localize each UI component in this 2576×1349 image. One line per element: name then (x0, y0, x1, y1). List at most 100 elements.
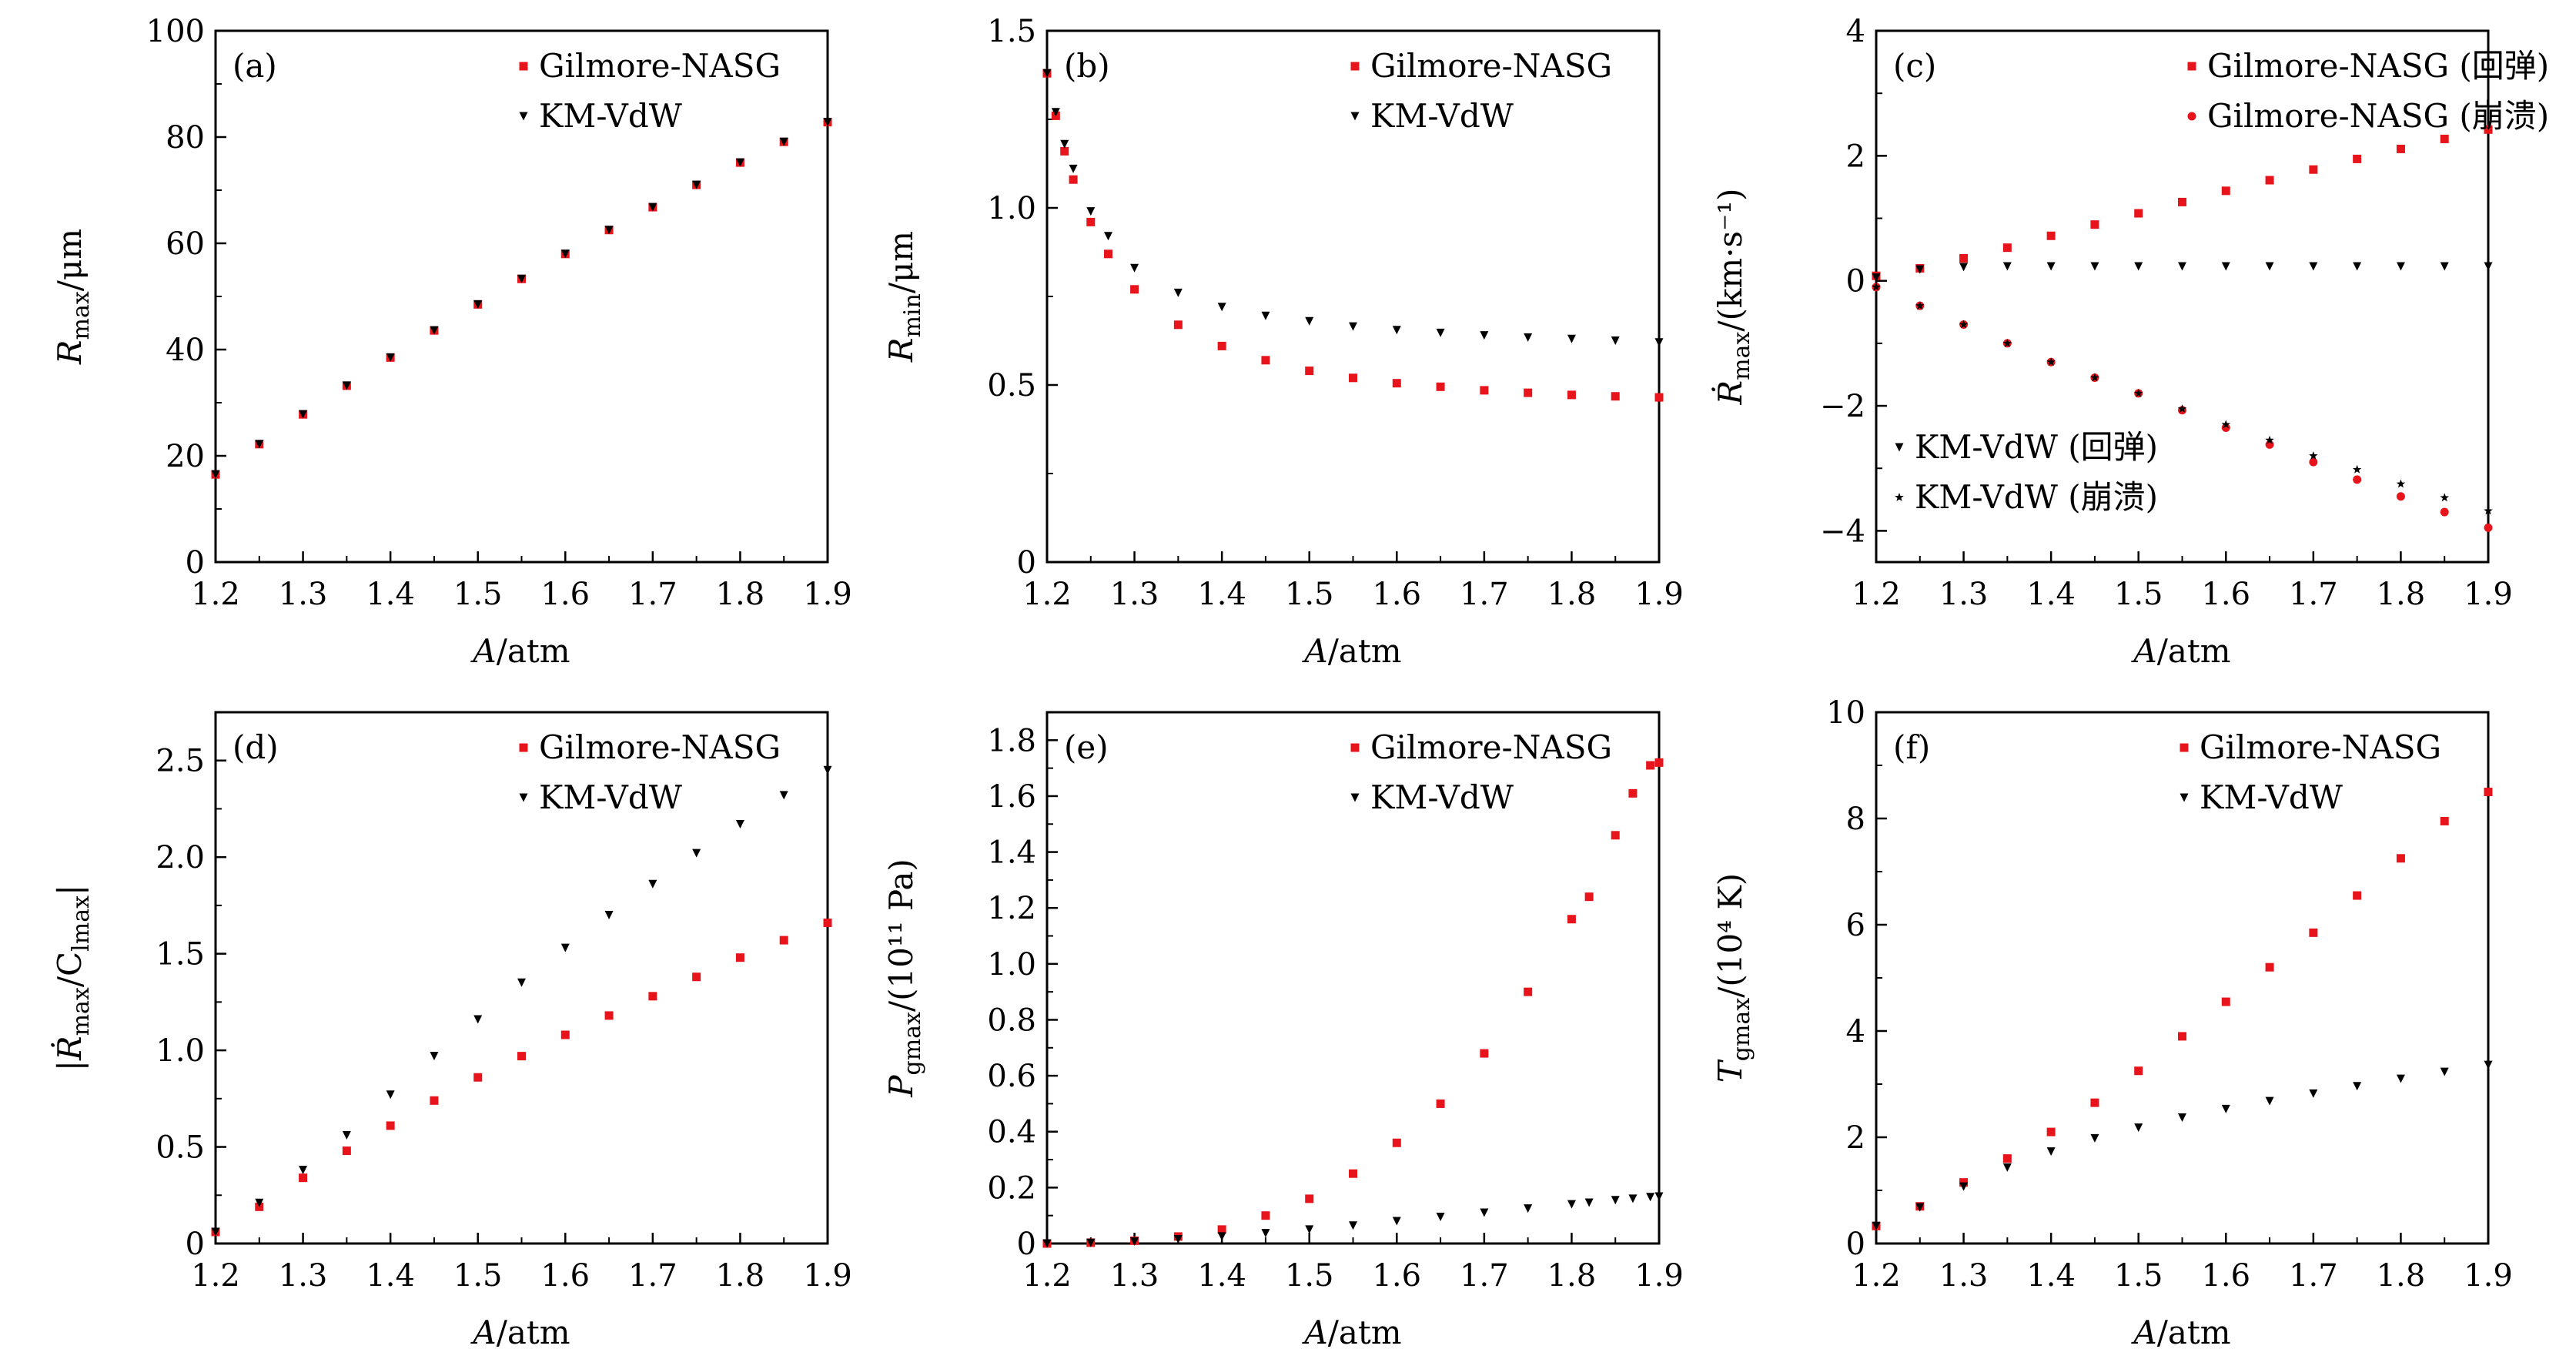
data-point (648, 203, 657, 212)
data-point (1480, 331, 1489, 340)
data-point (1086, 1238, 1096, 1247)
x-tick-label: 1.9 (2464, 577, 2513, 612)
data-point (2046, 262, 2056, 271)
data-point (1051, 108, 1060, 117)
x-tick-label: 1.5 (453, 577, 503, 612)
y-tick-label: 6 (1846, 908, 1865, 943)
data-point (1086, 217, 1096, 226)
data-point (299, 1166, 308, 1175)
data-point (342, 381, 351, 390)
y-tick-label: 0.4 (987, 1115, 1036, 1150)
data-point (255, 440, 264, 449)
data-point (2002, 1154, 2012, 1163)
y-axis-title: Pgmax/(10¹¹ Pa) (882, 859, 926, 1098)
data-point (517, 1052, 526, 1061)
series-km-vdw (1042, 69, 1664, 347)
chart-panel-e: 1.2 1.3 1.4 1.5 1.6 1.7 1.8 1.9 0 0.2 0.4 0.6 0.8 1.0… (882, 711, 1684, 1349)
data-point (648, 879, 657, 889)
data-point (2309, 1089, 2318, 1098)
data-point (430, 326, 439, 335)
panel-label: (d) (233, 728, 279, 766)
x-tick-label: 1.5 (453, 1258, 503, 1294)
data-point (1104, 232, 1112, 241)
data-point (1173, 320, 1183, 330)
data-point (1392, 1138, 1401, 1147)
x-tick-label: 1.7 (2289, 1258, 2338, 1294)
data-point (2134, 262, 2143, 271)
data-point (1611, 1196, 1620, 1205)
series-gilmore-nasg- (1872, 125, 2493, 280)
y-tick-label: 0.8 (987, 1003, 1036, 1038)
x-tick-label: 1.9 (803, 1258, 852, 1294)
series-gilmore-nasg (1042, 758, 1664, 1248)
x-tick-label: 1.8 (1547, 577, 1597, 612)
data-point (2396, 492, 2405, 501)
data-point (2484, 523, 2493, 532)
data-point (2309, 457, 2318, 467)
x-axis-title: A/atm (470, 1314, 570, 1349)
x-tick-label: 1.3 (1939, 577, 1989, 612)
y-tick-label: 1.6 (987, 779, 1036, 815)
data-point (1628, 1194, 1638, 1203)
panel-label: (c) (1893, 47, 1936, 85)
x-tick-label: 1.3 (279, 1258, 328, 1294)
data-point (1261, 1229, 1270, 1238)
data-point (517, 274, 526, 283)
y-tick-label: 1.4 (987, 835, 1036, 871)
legend-marker (2187, 62, 2196, 71)
data-point (2484, 788, 2493, 796)
data-point (2046, 1147, 2056, 1157)
data-point (1130, 263, 1139, 273)
legend-marker (1350, 62, 1360, 71)
data-point (823, 118, 832, 127)
data-point (1305, 1225, 1314, 1234)
y-tick-label: 1.0 (987, 947, 1036, 982)
x-tick-label: 1.4 (1197, 577, 1246, 612)
y-tick-label: 2.0 (156, 840, 205, 875)
data-point (2221, 423, 2230, 432)
data-point (1959, 263, 1969, 272)
data-point (211, 1227, 220, 1237)
y-tick-label: 1.2 (987, 891, 1036, 926)
y-tick-label: 1.5 (987, 14, 1036, 49)
data-point (823, 918, 832, 927)
data-point (2221, 262, 2230, 271)
data-point (2309, 928, 2318, 937)
data-point (2396, 262, 2405, 271)
data-point (1261, 311, 1270, 320)
legend-label: Gilmore-NASG (2200, 728, 2441, 766)
y-tick-label: 100 (146, 14, 205, 49)
data-point (560, 943, 570, 952)
data-point (1392, 379, 1401, 388)
series-gilmore-nasg (1872, 788, 2493, 1230)
legend-label: KM-VdW (539, 97, 683, 135)
data-point (2265, 1096, 2274, 1106)
data-point (1173, 288, 1183, 297)
data-point (2046, 231, 2056, 240)
data-point (2440, 493, 2449, 502)
legend-label: KM-VdW (1370, 97, 1514, 135)
data-point (430, 1096, 439, 1105)
data-point (2484, 125, 2493, 134)
legend-label: Gilmore-NASG (1370, 728, 1612, 766)
data-point (473, 1015, 483, 1024)
x-tick-label: 1.5 (2114, 1258, 2163, 1294)
plot-frame (1045, 711, 1661, 1245)
legend-marker (1350, 112, 1360, 121)
data-point (430, 1052, 439, 1061)
data-point (692, 972, 701, 982)
x-tick-label: 1.4 (2026, 577, 2076, 612)
data-point (1060, 139, 1069, 149)
x-axis-title: A/atm (470, 632, 570, 670)
data-point (2396, 854, 2405, 863)
data-point (1305, 367, 1314, 376)
x-tick-label: 1.8 (2377, 577, 2426, 612)
data-point (473, 1073, 483, 1082)
x-tick-label: 1.6 (1372, 577, 1421, 612)
legend-marker (519, 62, 528, 71)
data-point (1130, 1237, 1139, 1246)
data-point (386, 1090, 395, 1100)
y-tick-label: 80 (166, 120, 205, 156)
y-tick-label: 8 (1846, 802, 1865, 837)
data-point (2090, 220, 2099, 229)
